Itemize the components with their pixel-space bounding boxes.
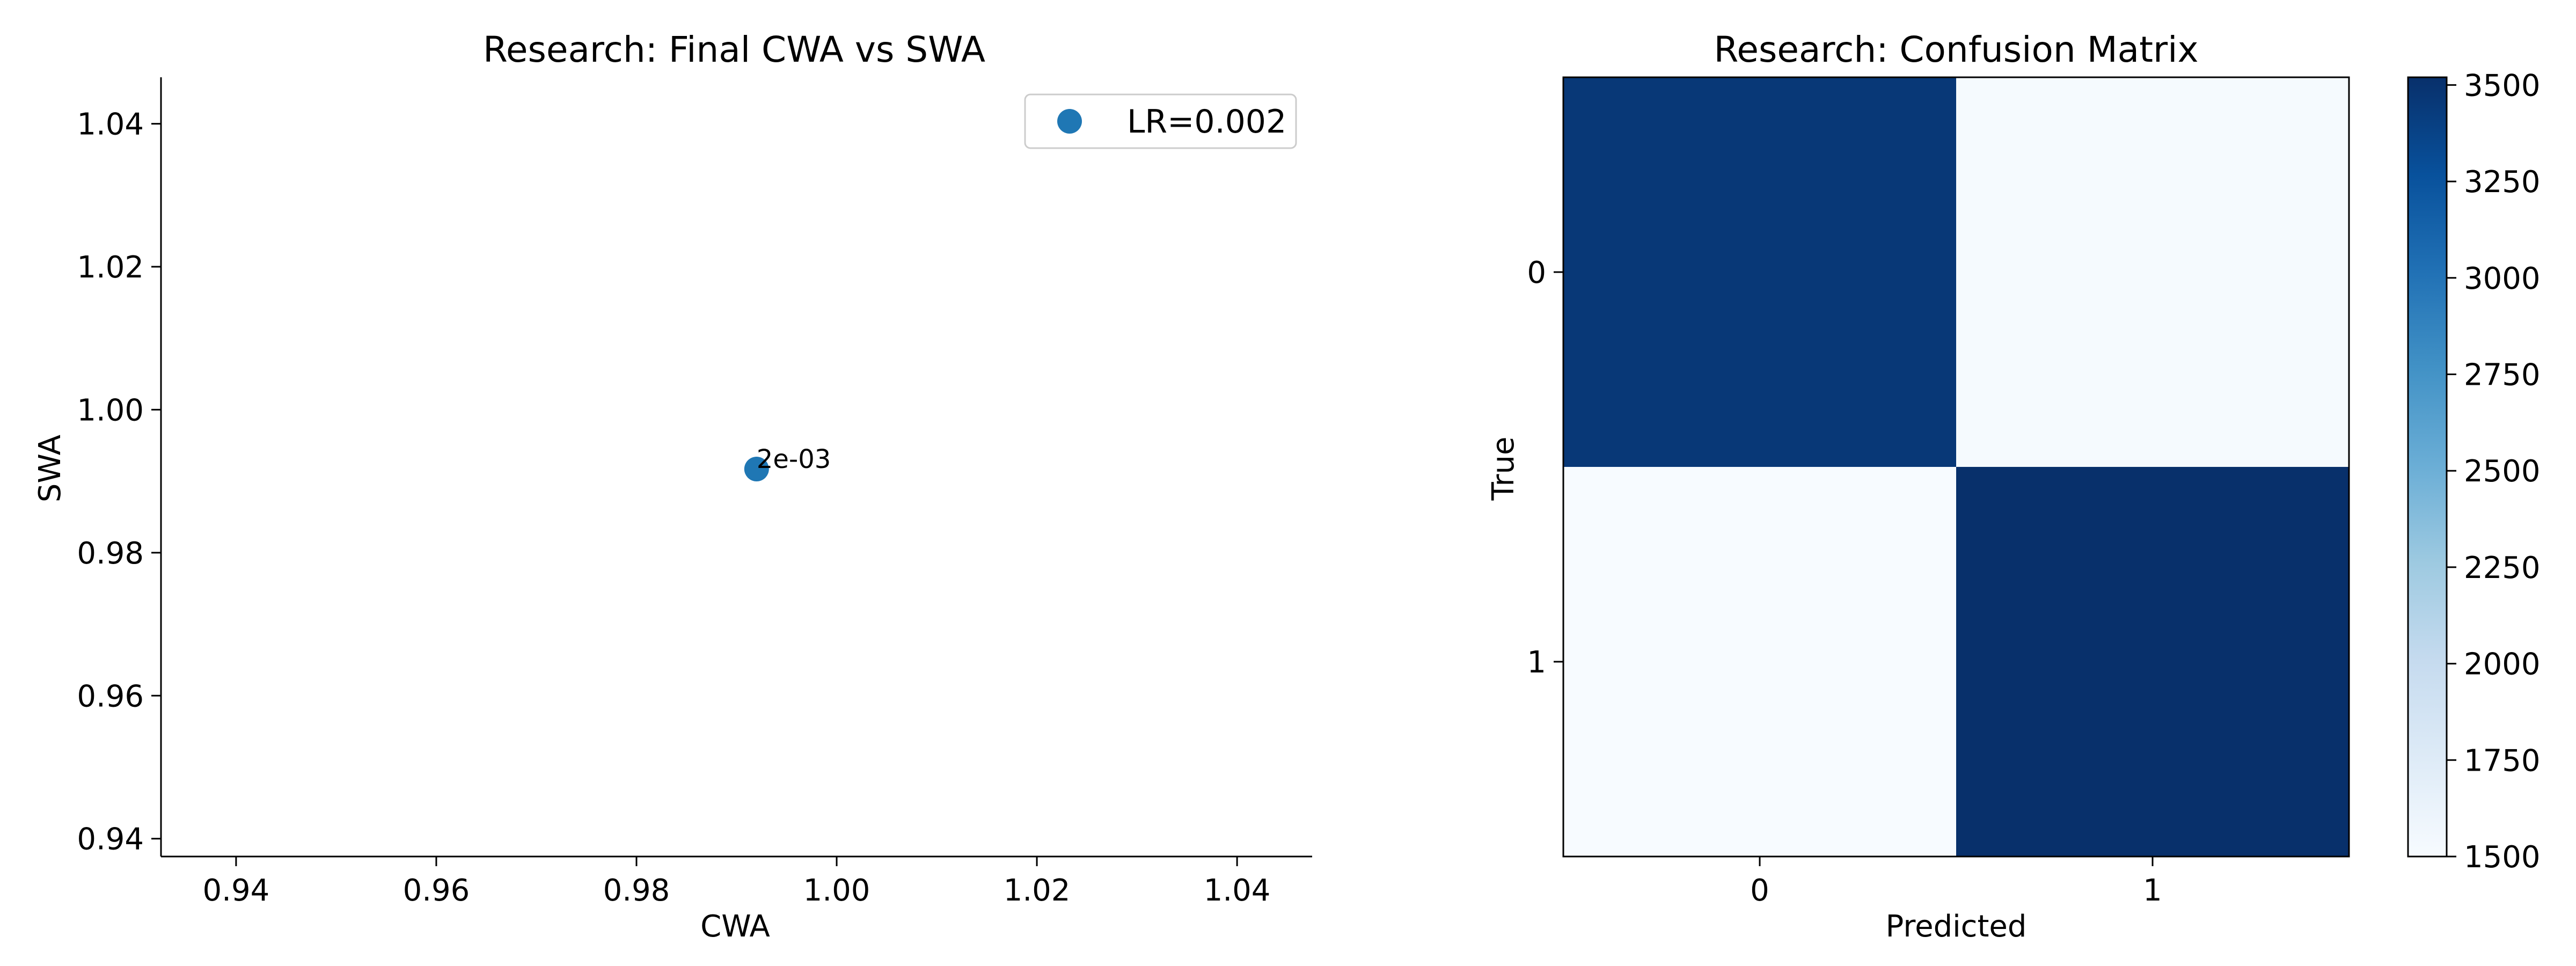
- legend-entry-label: LR=0.002: [1127, 103, 1286, 141]
- heatmap-x-axis-label: Predicted: [1886, 909, 2027, 944]
- colorbar-tick-label: 1500: [2464, 840, 2541, 875]
- heatmap-title: Research: Confusion Matrix: [1714, 29, 2198, 70]
- x-tick-label: 1.02: [1004, 873, 1071, 908]
- y-tick-label: 1.04: [77, 107, 144, 142]
- x-tick-label: 0.94: [203, 873, 270, 908]
- heatmap-cell: [1956, 467, 2349, 857]
- colorbar-tick-label: 3500: [2464, 68, 2541, 103]
- colorbar: 1500 1750 2000 2250 2500 2750 3000 3250 3500: [2407, 68, 2541, 875]
- x-tick-label: 1.00: [803, 873, 870, 908]
- heatmap-y-tick-label: 1: [1527, 645, 1546, 680]
- colorbar-tick-label: 2000: [2464, 647, 2541, 682]
- heatmap-y-axis-label: True: [1486, 437, 1521, 501]
- y-tick-label: 1.02: [77, 250, 144, 285]
- heatmap-frame: [1562, 76, 2350, 858]
- heatmap-cell: [1563, 77, 1956, 467]
- colorbar-tick-label: 2750: [2464, 357, 2541, 392]
- scatter-x-axis-label: CWA: [700, 909, 770, 944]
- colorbar-tick-label: 2500: [2464, 454, 2541, 489]
- heatmap-cell: [1956, 77, 2349, 467]
- y-tick-label: 0.94: [77, 822, 144, 857]
- colorbar-gradient: [2407, 76, 2448, 858]
- legend-box: [1024, 93, 1297, 149]
- y-tick-label: 0.98: [77, 536, 144, 571]
- heatmap-x-tick-label: 0: [1750, 873, 1769, 908]
- scatter-chart: Research: Final CWA vs SWA 0.94 0.96 0.98 1…: [33, 29, 1312, 944]
- colorbar-tick-label: 2250: [2464, 551, 2541, 586]
- data-point-annotation: 2e-03: [757, 444, 831, 474]
- legend: LR=0.002: [1024, 93, 1297, 149]
- scatter-y-axis-label: SWA: [33, 435, 68, 502]
- confusion-matrix-chart: Research: Confusion Matrix 0 1 0 1 Predicte…: [1486, 29, 2541, 944]
- x-tick-label: 1.04: [1204, 873, 1271, 908]
- x-tick-label: 0.96: [403, 873, 470, 908]
- heatmap-x-tick-label: 1: [2143, 873, 2162, 908]
- heatmap-cell: [1563, 467, 1956, 857]
- colorbar-tick-label: 3000: [2464, 261, 2541, 296]
- colorbar-tick-label: 1750: [2464, 743, 2541, 778]
- y-tick-label: 1.00: [77, 393, 144, 428]
- x-tick-label: 0.98: [603, 873, 670, 908]
- legend-marker: [1057, 109, 1082, 134]
- y-tick-label: 0.96: [77, 679, 144, 714]
- colorbar-tick-label: 3250: [2464, 165, 2541, 200]
- heatmap-y-tick-label: 0: [1527, 255, 1546, 290]
- data-point: [744, 456, 769, 481]
- scatter-title: Research: Final CWA vs SWA: [483, 29, 985, 70]
